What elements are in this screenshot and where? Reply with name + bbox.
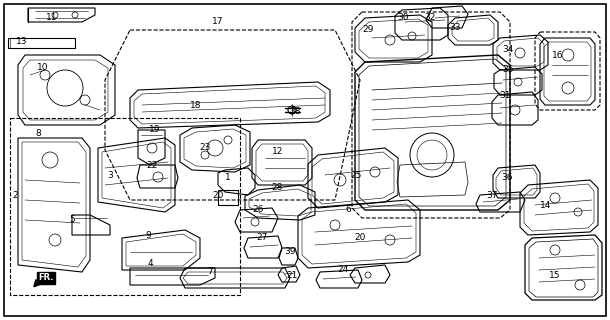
Text: 39: 39 (284, 247, 296, 257)
Text: 37: 37 (486, 190, 498, 199)
Text: 32: 32 (425, 13, 436, 22)
Text: 20: 20 (212, 190, 224, 199)
Text: 28: 28 (271, 183, 282, 193)
Text: 26: 26 (253, 205, 264, 214)
Text: 3: 3 (107, 171, 113, 180)
Text: FR.: FR. (38, 274, 54, 283)
Text: 33: 33 (449, 23, 461, 33)
Text: 7: 7 (207, 268, 213, 276)
Polygon shape (4, 4, 606, 316)
Text: 2: 2 (12, 191, 18, 201)
Text: 23: 23 (199, 143, 210, 153)
Text: 9: 9 (145, 230, 151, 239)
Text: 11: 11 (46, 13, 58, 22)
Text: 1: 1 (225, 173, 231, 182)
Text: 12: 12 (272, 148, 284, 156)
Text: 10: 10 (37, 63, 49, 73)
Text: 13: 13 (16, 37, 27, 46)
Text: 38: 38 (289, 108, 301, 116)
Text: 4: 4 (147, 259, 153, 268)
Text: 34: 34 (502, 45, 514, 54)
Text: 29: 29 (362, 26, 374, 35)
Text: 16: 16 (552, 51, 564, 60)
Text: 36: 36 (501, 173, 513, 182)
Text: 35: 35 (502, 66, 514, 75)
Text: 6: 6 (345, 205, 351, 214)
Text: 22: 22 (146, 161, 157, 170)
Text: 20: 20 (354, 234, 365, 243)
Text: 5: 5 (69, 215, 75, 225)
Text: 18: 18 (190, 100, 202, 109)
Text: 24: 24 (337, 266, 349, 275)
Text: 27: 27 (256, 233, 268, 242)
Text: 19: 19 (149, 125, 161, 134)
Text: 31: 31 (499, 91, 511, 100)
Text: 25: 25 (350, 171, 362, 180)
Text: 30: 30 (397, 13, 409, 22)
Text: 8: 8 (35, 129, 41, 138)
Text: 17: 17 (212, 18, 224, 27)
Text: 15: 15 (549, 270, 561, 279)
Text: 14: 14 (540, 201, 551, 210)
Text: 21: 21 (286, 271, 298, 281)
